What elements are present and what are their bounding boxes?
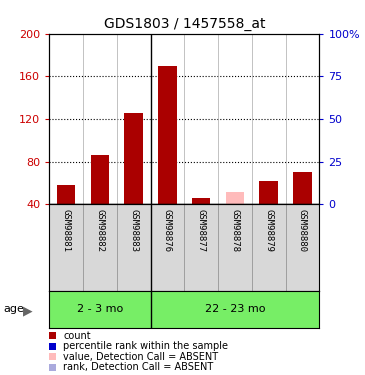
Title: GDS1803 / 1457558_at: GDS1803 / 1457558_at [104, 17, 265, 32]
Text: 22 - 23 mo: 22 - 23 mo [205, 304, 265, 314]
Bar [57, 185, 76, 204]
Bar [293, 172, 312, 204]
Text: GSM98882: GSM98882 [95, 209, 104, 252]
Bar [124, 112, 143, 204]
Text: GSM98881: GSM98881 [62, 209, 71, 252]
Text: rank, Detection Call = ABSENT: rank, Detection Call = ABSENT [63, 362, 214, 372]
Text: GSM98880: GSM98880 [298, 209, 307, 252]
Bar [260, 181, 278, 204]
Text: GSM98883: GSM98883 [129, 209, 138, 252]
Text: 2 - 3 mo: 2 - 3 mo [77, 304, 123, 314]
Bar [192, 198, 211, 204]
Bar [158, 66, 177, 204]
Text: ▶: ▶ [23, 304, 32, 317]
Text: age: age [4, 304, 24, 314]
Text: GSM98877: GSM98877 [197, 209, 206, 252]
Bar [91, 155, 109, 204]
Bar [226, 192, 244, 204]
Text: count: count [63, 331, 91, 340]
Text: GSM98878: GSM98878 [230, 209, 239, 252]
Text: GSM98876: GSM98876 [163, 209, 172, 252]
Text: value, Detection Call = ABSENT: value, Detection Call = ABSENT [63, 352, 218, 362]
Text: GSM98879: GSM98879 [264, 209, 273, 252]
Text: percentile rank within the sample: percentile rank within the sample [63, 341, 228, 351]
